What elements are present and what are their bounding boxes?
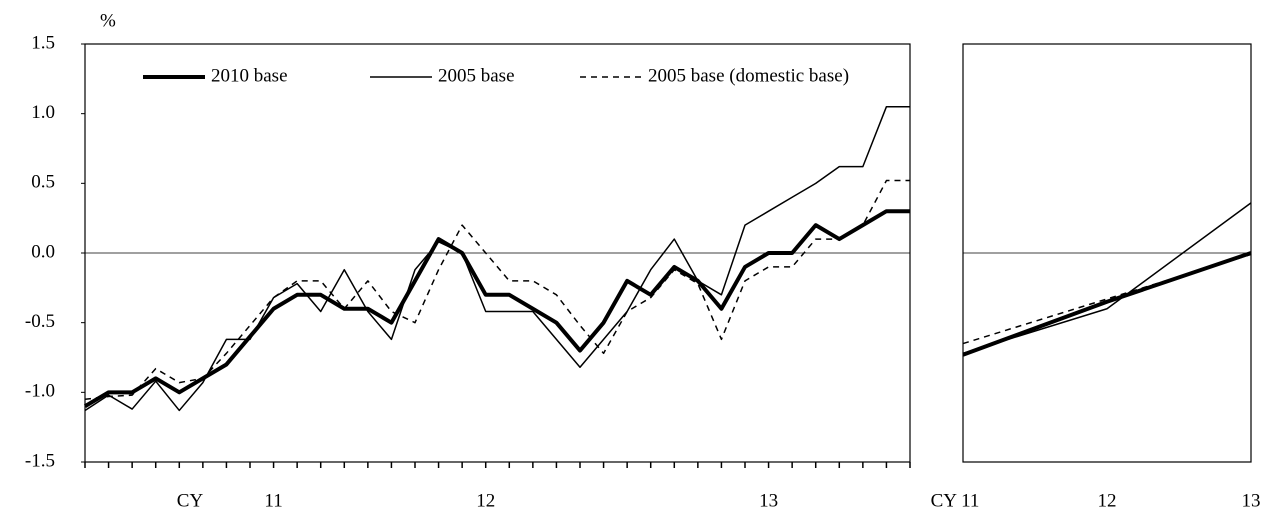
- legend-label: 2010 base: [211, 65, 288, 86]
- y-tick-label: 0.0: [31, 241, 55, 262]
- x-tick-label: CY 11: [931, 490, 980, 511]
- x-tick-label: 12: [476, 490, 495, 511]
- series-line: [962, 202, 1252, 355]
- y-tick-label: -1.5: [25, 450, 55, 471]
- series-line: [84, 105, 910, 412]
- series-line: [962, 251, 1252, 357]
- x-axis-label: CY: [177, 490, 204, 511]
- series-line: [962, 253, 1252, 345]
- legend-label: 2005 base (domestic base): [648, 65, 849, 86]
- x-tick-label: 13: [759, 490, 778, 511]
- series-line: [83, 209, 910, 408]
- y-tick-label: -1.0: [25, 381, 55, 402]
- x-tick-label: 12: [1098, 490, 1117, 511]
- y-tick-label: 1.5: [31, 32, 55, 53]
- y-tick-label: 0.5: [31, 172, 55, 193]
- y-tick-label: -0.5: [25, 311, 55, 332]
- y-axis-unit: %: [100, 10, 116, 31]
- x-tick-label: 11: [264, 490, 282, 511]
- legend-label: 2005 base: [438, 65, 515, 86]
- series-line: [84, 179, 910, 401]
- y-tick-label: 1.0: [31, 102, 55, 123]
- x-tick-label: 13: [1242, 490, 1261, 511]
